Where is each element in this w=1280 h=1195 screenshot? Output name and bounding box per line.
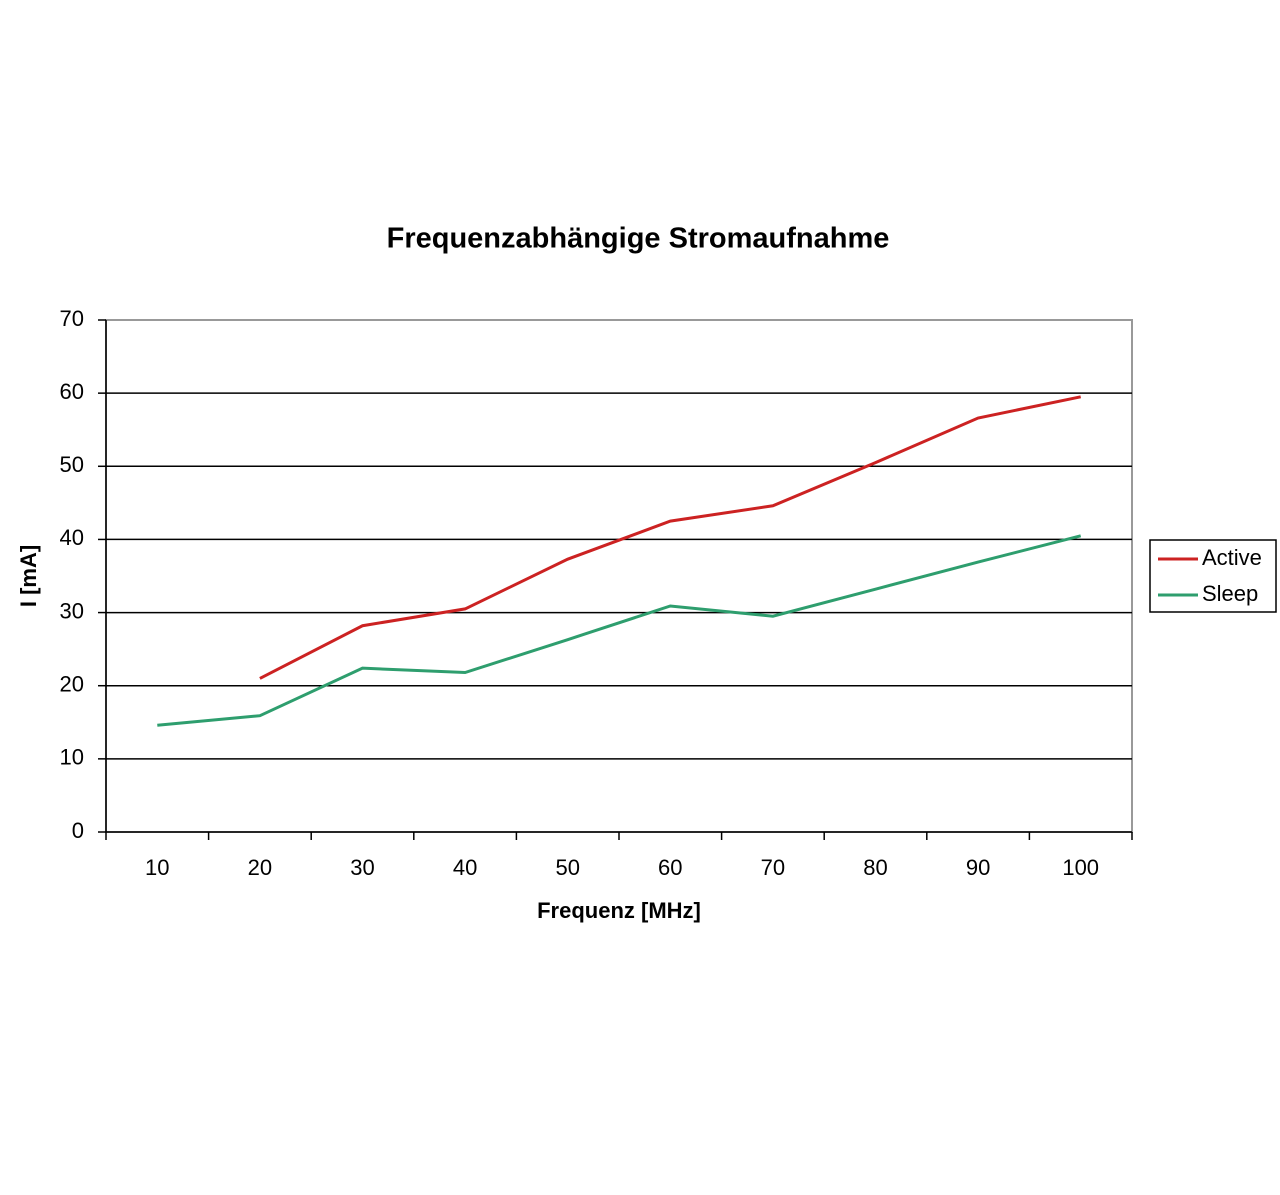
y-tick-label: 50 xyxy=(60,452,84,477)
y-tick-label: 40 xyxy=(60,525,84,550)
x-tick-label: 40 xyxy=(453,855,477,880)
x-tick-label: 90 xyxy=(966,855,990,880)
legend-label: Sleep xyxy=(1202,581,1258,606)
x-tick-label: 30 xyxy=(350,855,374,880)
y-tick-label: 60 xyxy=(60,379,84,404)
x-tick-label: 70 xyxy=(761,855,785,880)
x-tick-label: 10 xyxy=(145,855,169,880)
x-axis-label: Frequenz [MHz] xyxy=(537,898,701,923)
line-series xyxy=(259,395,1082,680)
x-tick-label: 50 xyxy=(555,855,579,880)
plot-area xyxy=(105,319,1133,833)
y-tick-label: 30 xyxy=(60,598,84,623)
legend-label: Active xyxy=(1202,545,1262,570)
x-tick-label: 20 xyxy=(248,855,272,880)
line-series xyxy=(157,534,1082,727)
y-axis-label: I [mA] xyxy=(16,545,41,607)
x-tick-label: 100 xyxy=(1062,855,1099,880)
x-tick-label: 60 xyxy=(658,855,682,880)
chart-title: Frequenzabhängige Stromaufnahme xyxy=(387,223,890,255)
x-tick-label: 80 xyxy=(863,855,887,880)
y-tick-label: 20 xyxy=(60,672,84,697)
y-tick-label: 0 xyxy=(72,818,84,843)
y-tick-label: 10 xyxy=(60,745,84,770)
y-tick-label: 70 xyxy=(60,306,84,331)
legend-box xyxy=(1149,539,1277,613)
